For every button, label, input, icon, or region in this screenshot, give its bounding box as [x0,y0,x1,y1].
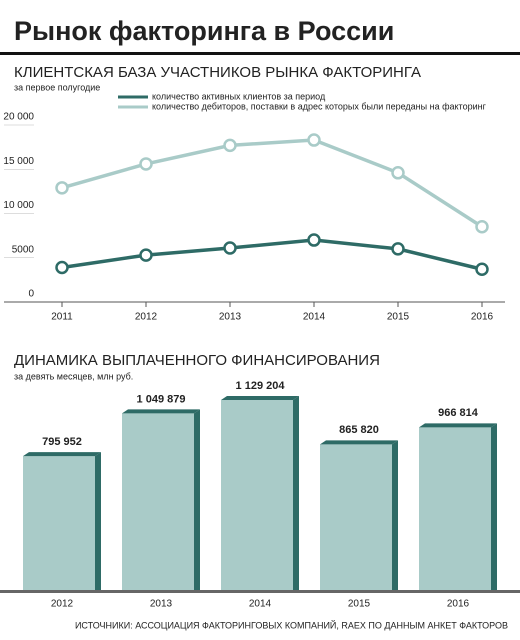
bar [221,400,293,590]
legend-label: количество дебиторов, поставки в адрес к… [152,101,487,111]
x-tick-label: 2013 [150,599,173,610]
y-tick-label: 10 000 [3,200,34,211]
point [391,242,405,256]
series-line [61,238,483,271]
chart-subtitle: за девять месяцев, млн руб. [14,371,133,381]
bar-top [320,440,398,445]
bar-side [194,409,200,590]
source-note: ИСТОЧНИКИ: АССОЦИАЦИЯ ФАКТОРИНГОВЫХ КОМП… [75,619,508,630]
bar [122,413,194,590]
bar [23,456,95,590]
y-tick-label: 0 [28,289,34,300]
bar-top [122,409,200,414]
value-label: 966 814 [438,407,479,419]
chart-subtitle: за первое полугодие [14,82,100,92]
title-rule [0,52,520,55]
y-tick-label: 15 000 [3,156,34,167]
point [223,241,237,255]
x-tick-label: 2012 [51,599,74,610]
x-tick-label: 2014 [303,312,326,323]
value-label: 1 129 204 [236,380,286,392]
point [307,133,321,147]
bar-top [23,452,101,457]
bar-side [491,423,497,590]
legend-label: количество активных клиентов за период [152,91,326,101]
bar-side [293,396,299,590]
value-label: 795 952 [42,436,82,448]
bar-side [392,440,398,590]
point [139,248,153,262]
page-title: Рынок факторинга в России [14,16,394,46]
x-tick-label: 2014 [249,599,272,610]
point [55,260,69,275]
point [475,262,489,277]
point [391,166,405,180]
bar-side [95,452,101,590]
bar-top [419,423,497,428]
y-tick-label: 20 000 [3,112,34,123]
point [475,220,489,234]
x-tick-label: 2016 [447,599,470,610]
value-label: 865 820 [339,424,379,436]
bar-top [221,396,299,400]
x-tick-label: 2016 [471,312,494,323]
x-tick-label: 2012 [135,312,158,323]
point [55,181,69,195]
x-tick-label: 2015 [348,599,371,610]
x-tick-label: 2013 [219,312,242,323]
x-tick-label: 2011 [51,312,73,323]
series-line [61,138,483,229]
y-tick-label: 5000 [12,244,35,255]
chart-title: ДИНАМИКА ВЫПЛАЧЕННОГО ФИНАНСИРОВАНИЯ [14,352,380,369]
baseline [0,590,520,593]
bar [320,444,392,590]
point [139,157,153,171]
value-label: 1 049 879 [137,393,186,405]
chart-title: КЛИЕНТСКАЯ БАЗА УЧАСТНИКОВ РЫНКА ФАКТОРИ… [14,64,421,81]
point [223,138,237,153]
bar [419,427,491,590]
x-tick-label: 2015 [387,312,410,323]
point [307,233,321,247]
